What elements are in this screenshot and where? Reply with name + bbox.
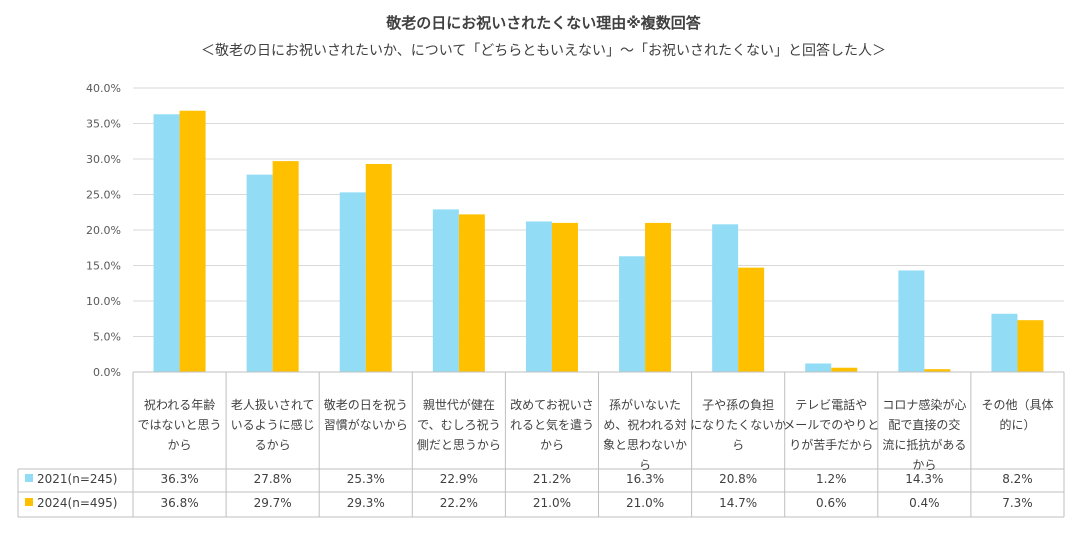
- category-label: テレビ電話や: [795, 397, 867, 412]
- category-label: コロナ感染が心: [882, 397, 966, 412]
- y-tick-label: 20.0%: [86, 224, 121, 237]
- legend-label: 2024(n=495): [37, 496, 117, 510]
- category-label: いるように感じ: [231, 417, 315, 432]
- data-label: 21.0%: [533, 496, 571, 510]
- bar-2021: [153, 114, 180, 373]
- category-label: 流に抵抗がある: [882, 437, 966, 452]
- category-label: 配で直接の交: [888, 417, 960, 432]
- category-label: で、むしろ祝う: [417, 418, 501, 432]
- category-label: れると気を遣う: [510, 417, 594, 432]
- category-label: メールでのやりと: [783, 418, 879, 432]
- bar-2024: [738, 267, 765, 372]
- data-label: 0.6%: [816, 496, 847, 510]
- legend-label: 2021(n=245): [37, 472, 117, 486]
- y-tick-label: 10.0%: [86, 295, 121, 308]
- category-label: 祝われる年齢: [144, 397, 215, 412]
- bar-2024: [924, 369, 951, 372]
- category-label: め、祝われる対: [603, 418, 686, 432]
- data-label: 14.7%: [719, 496, 757, 510]
- data-label: 1.2%: [816, 472, 847, 486]
- bar-2024: [458, 214, 485, 372]
- data-label: 14.3%: [905, 472, 943, 486]
- category-label: 老人扱いされて: [231, 398, 315, 412]
- category-label: ら: [732, 438, 744, 452]
- category-label: その他（具体: [981, 398, 1053, 412]
- y-tick-label: 0.0%: [93, 366, 121, 379]
- category-label: 改めてお祝いさ: [510, 398, 594, 412]
- data-label: 8.2%: [1002, 472, 1033, 486]
- data-label: 29.7%: [254, 496, 292, 510]
- category-label: から: [540, 438, 564, 452]
- y-tick-label: 5.0%: [93, 331, 121, 344]
- category-label: ではないと思う: [138, 418, 222, 432]
- y-tick-label: 35.0%: [86, 118, 121, 131]
- bar-2024: [272, 161, 299, 372]
- chart-subtitle: ＜敬老の日にお祝いされたいか、について「どちらともいえない」～「お祝いされたくな…: [200, 43, 887, 59]
- y-tick-label: 25.0%: [86, 189, 121, 202]
- category-label: 象と思わないか: [603, 438, 687, 452]
- data-label: 36.3%: [160, 472, 198, 486]
- category-label: るから: [255, 438, 291, 452]
- chart-title: 敬老の日にお祝いされたくない理由※複数回答: [386, 14, 701, 32]
- data-label: 27.8%: [254, 472, 292, 486]
- bar-2021: [712, 224, 739, 372]
- bar-2024: [365, 163, 392, 372]
- data-label: 20.8%: [719, 472, 757, 486]
- data-label: 0.4%: [909, 496, 940, 510]
- bar-2021: [339, 192, 366, 372]
- category-label: 敬老の日を祝う: [324, 398, 408, 412]
- bar-2024: [1017, 320, 1044, 372]
- category-label: 側だと思うから: [417, 438, 501, 452]
- category-label: 孫がいないた: [609, 397, 681, 412]
- category-label: 子や孫の負担: [702, 398, 774, 412]
- y-tick-label: 40.0%: [86, 82, 121, 95]
- category-label: になりたくないか: [690, 418, 786, 432]
- data-label: 7.3%: [1002, 496, 1033, 510]
- bar-2024: [645, 222, 672, 372]
- category-label: 親世代が健在: [423, 397, 495, 412]
- data-label: 36.8%: [160, 496, 198, 510]
- bar-2021: [991, 313, 1018, 372]
- y-tick-label: 30.0%: [86, 153, 121, 166]
- y-axis: 0.0% 5.0% 10.0% 15.0% 20.0% 25.0% 30.0% 35.0% 40…: [86, 82, 121, 379]
- bar-2021: [525, 221, 552, 372]
- bar-2021: [619, 256, 646, 372]
- category-label: りが苦手だから: [789, 437, 873, 452]
- category-label: から: [168, 438, 192, 452]
- data-label: 21.2%: [533, 472, 571, 486]
- bar-2021: [898, 270, 925, 372]
- data-label: 21.0%: [626, 496, 664, 510]
- data-table: 祝われる年齢ではないと思うから老人扱いされているように感じるから敬老の日を祝う習…: [17, 371, 1065, 518]
- bars: [153, 110, 1044, 373]
- data-label: 25.3%: [347, 472, 385, 486]
- legend-swatch: [25, 474, 33, 482]
- bar-2024: [179, 110, 206, 372]
- bar-2024: [551, 222, 578, 372]
- bar-2021: [246, 174, 273, 372]
- category-label: 習慣がないから: [324, 417, 408, 432]
- bar-2021: [432, 209, 459, 372]
- legend-swatch: [25, 498, 33, 506]
- category-label: 的に）: [999, 417, 1035, 432]
- category-label: ら: [639, 458, 651, 472]
- bar-2024: [831, 367, 858, 372]
- data-label: 22.9%: [440, 472, 478, 486]
- data-label: 29.3%: [347, 496, 385, 510]
- bar-2021: [805, 363, 832, 372]
- data-label: 22.2%: [440, 496, 478, 510]
- category-label: から: [912, 458, 936, 472]
- y-tick-label: 15.0%: [86, 260, 121, 273]
- data-label: 16.3%: [626, 472, 664, 486]
